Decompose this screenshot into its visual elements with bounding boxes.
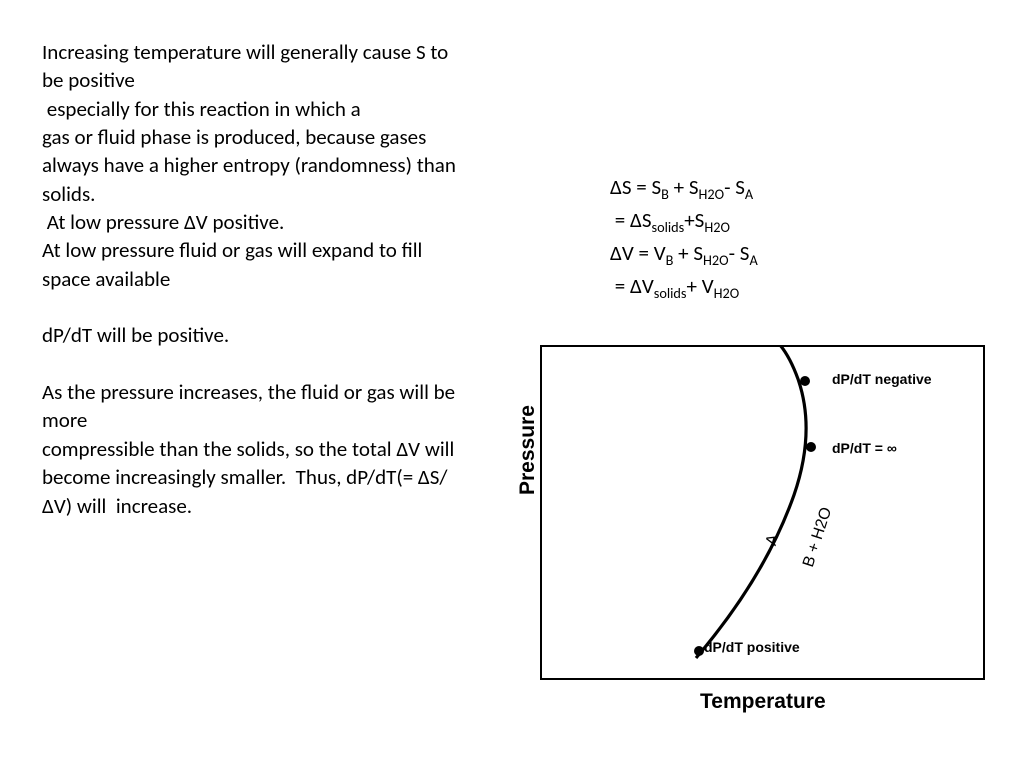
annot-dpdt-negative: dP/dT negative <box>832 371 932 387</box>
text-line: At low pressure fluid or gas will expand… <box>42 236 502 264</box>
text-line <box>42 350 502 378</box>
equation-line: = ΔSsolids+SH2O <box>610 205 758 238</box>
page-root: Increasing temperature will generally ca… <box>0 0 1024 768</box>
curve-point <box>800 376 810 386</box>
main-text-block: Increasing temperature will generally ca… <box>42 38 502 520</box>
text-line: become increasingly smaller. Thus, dP/dT… <box>42 463 502 491</box>
equations-block: ΔS = SB + SH2O- SA = ΔSsolids+SH2O ΔV = … <box>610 172 758 304</box>
text-line <box>42 293 502 321</box>
text-line: space available <box>42 265 502 293</box>
annot-dpdt-infinity: dP/dT = ∞ <box>832 440 897 456</box>
text-line: At low pressure ΔV positive. <box>42 208 502 236</box>
text-line: especially for this reaction in which a <box>42 95 502 123</box>
equation-line: = ΔVsolids+ VH2O <box>610 271 758 304</box>
text-line: gas or fluid phase is produced, because … <box>42 123 502 151</box>
equation-line: ΔS = SB + SH2O- SA <box>610 172 758 205</box>
equation-line: ΔV = VB + SH2O- SA <box>610 238 758 271</box>
text-line: be positive <box>42 66 502 94</box>
text-line: ΔV) will increase. <box>42 492 502 520</box>
text-line: As the pressure increases, the fluid or … <box>42 378 502 406</box>
diagram-frame <box>541 346 984 679</box>
text-line: compressible than the solids, so the tot… <box>42 435 502 463</box>
annot-dpdt-positive: dP/dT positive <box>704 639 800 655</box>
text-line: solids. <box>42 180 502 208</box>
text-line: dP/dT will be positive. <box>42 321 502 349</box>
y-axis-label: Pressure <box>516 405 540 495</box>
curve-point <box>806 442 816 452</box>
text-line: Increasing temperature will generally ca… <box>42 38 502 66</box>
text-line: more <box>42 406 502 434</box>
curve-point <box>694 646 704 656</box>
phase-boundary-curve <box>696 345 806 658</box>
text-line: always have a higher entropy (randomness… <box>42 151 502 179</box>
x-axis-label: Temperature <box>700 690 826 714</box>
